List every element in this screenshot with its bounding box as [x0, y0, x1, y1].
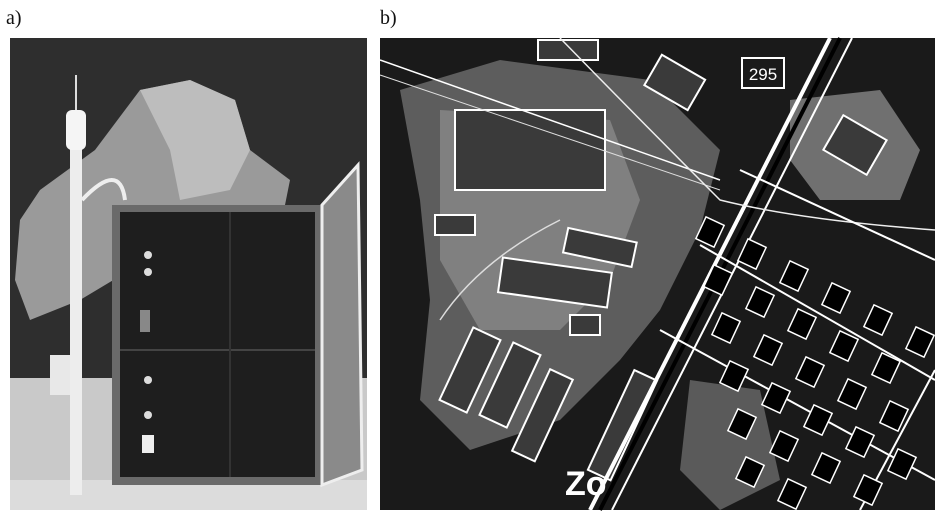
button	[144, 411, 152, 419]
building	[538, 40, 598, 60]
led	[144, 251, 152, 259]
photo-panel	[10, 38, 367, 510]
map-panel: 295 Zo	[380, 38, 935, 510]
figure: a) b)	[0, 0, 935, 513]
panel-label: b)	[380, 7, 397, 29]
building	[455, 110, 605, 190]
building	[570, 315, 600, 335]
district-label: Zo	[565, 465, 607, 503]
mic-pole	[70, 115, 82, 495]
case-door	[322, 165, 362, 485]
switch	[142, 435, 154, 453]
clamp	[50, 355, 70, 395]
panel-label: a)	[6, 7, 22, 29]
button	[144, 376, 152, 384]
building	[435, 215, 475, 235]
connector	[140, 310, 150, 332]
road-number: 295	[749, 65, 777, 84]
led	[144, 268, 152, 276]
microphone	[66, 110, 86, 150]
